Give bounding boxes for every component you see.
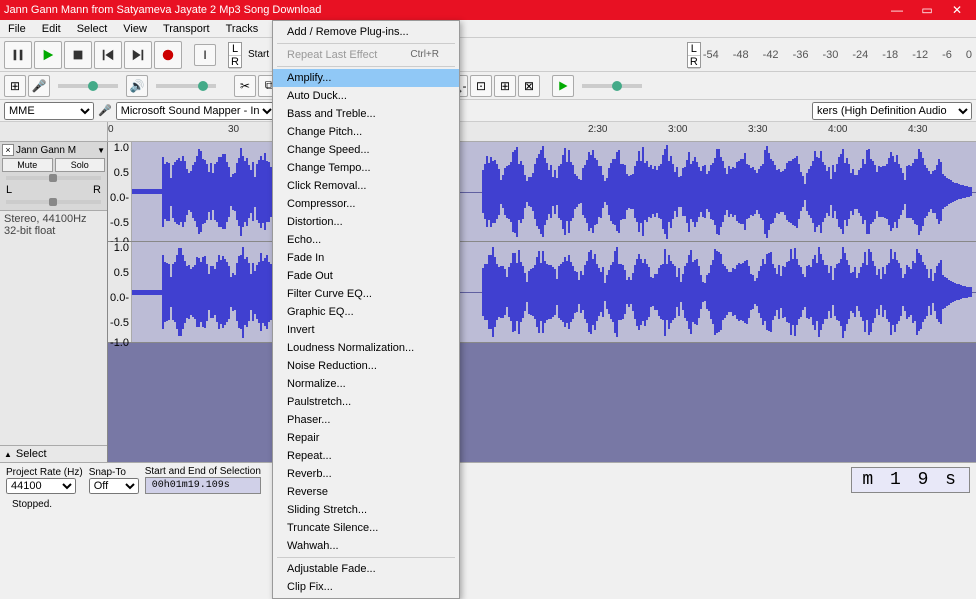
effect-sliding-stretch[interactable]: Sliding Stretch...	[273, 501, 459, 519]
menu-tracks[interactable]: Tracks	[218, 21, 267, 37]
record-button[interactable]	[154, 41, 182, 69]
effect-adjustable-fade[interactable]: Adjustable Fade...	[273, 560, 459, 578]
pan-slider[interactable]	[6, 200, 101, 204]
effect-change-tempo[interactable]: Change Tempo...	[273, 159, 459, 177]
effect-reverb[interactable]: Reverb...	[273, 465, 459, 483]
menu-edit[interactable]: Edit	[34, 21, 69, 37]
track-menu-chevron-icon[interactable]: ▼	[97, 146, 105, 155]
audio-position-display[interactable]: m 1 9 s	[851, 467, 970, 493]
timeline-ruler[interactable]: 0302:303:003:304:004:305:00	[0, 122, 976, 142]
effect-loudness-normalization[interactable]: Loudness Normalization...	[273, 339, 459, 357]
zoom-fit-button[interactable]: ⊞	[494, 75, 516, 97]
selection-label: Start and End of Selection	[145, 466, 261, 477]
toolbar-transport: I LR Start Monitoring -18-12 LR -54-48-4…	[0, 38, 976, 72]
play-speed-slider[interactable]	[582, 84, 642, 88]
skip-end-button[interactable]	[124, 41, 152, 69]
track-close-button[interactable]: ×	[2, 144, 14, 156]
audio-host-select[interactable]: MME	[4, 102, 94, 120]
output-device-select[interactable]: kers (High Definition Audio	[812, 102, 972, 120]
effect-click-removal[interactable]: Click Removal...	[273, 177, 459, 195]
menu-select[interactable]: Select	[69, 21, 116, 37]
play-db-ticks: -54-48-42-36-30-24-18-12-60	[703, 49, 972, 61]
tool-selection[interactable]: I	[194, 44, 216, 66]
gain-slider[interactable]	[6, 176, 101, 180]
cut-button[interactable]: ✂	[234, 75, 256, 97]
zoom-fit-sel-button[interactable]: ⊡	[470, 75, 492, 97]
device-toolbar: MME 🎤 Microsoft Sound Mapper - Input ker…	[0, 100, 976, 122]
effect-graphic-eq[interactable]: Graphic EQ...	[273, 303, 459, 321]
window-title: Jann Gann Mann from Satyameva Jayate 2 M…	[4, 4, 882, 16]
effect-filter-curve-eq[interactable]: Filter Curve EQ...	[273, 285, 459, 303]
effect-bass-and-treble[interactable]: Bass and Treble...	[273, 105, 459, 123]
maximize-button[interactable]: ▭	[912, 3, 942, 17]
zoom-toggle-button[interactable]: ⊠	[518, 75, 540, 97]
snap-to-label: Snap-To	[89, 467, 139, 478]
effect-reverse[interactable]: Reverse	[273, 483, 459, 501]
play-lr-icon: LR	[687, 42, 701, 68]
speaker-icon[interactable]: 🔊	[126, 75, 148, 97]
effect-truncate-silence[interactable]: Truncate Silence...	[273, 519, 459, 537]
mic-icon[interactable]: 🎤	[28, 75, 50, 97]
effect-repeat-last-effect: Repeat Last EffectCtrl+R	[273, 46, 459, 64]
tracks-area: × Jann Gann M ▼ Mute Solo LR Stereo, 441…	[0, 142, 976, 462]
effect-auto-duck[interactable]: Auto Duck...	[273, 87, 459, 105]
waveform-area[interactable]: 1.00.50.0--0.5-1.0 1.00.50.0--0.5-1.0	[108, 142, 976, 462]
record-lr-icon: LR	[228, 42, 242, 68]
effect-repair[interactable]: Repair	[273, 429, 459, 447]
close-button[interactable]: ✕	[942, 3, 972, 17]
effect-normalize[interactable]: Normalize...	[273, 375, 459, 393]
play-button[interactable]	[34, 41, 62, 69]
effect-change-speed[interactable]: Change Speed...	[273, 141, 459, 159]
pause-button[interactable]	[4, 41, 32, 69]
menu-transport[interactable]: Transport	[155, 21, 218, 37]
effect-compressor[interactable]: Compressor...	[273, 195, 459, 213]
effect-invert[interactable]: Invert	[273, 321, 459, 339]
effect-paulstretch[interactable]: Paulstretch...	[273, 393, 459, 411]
track-select-button[interactable]: ▲ Select	[0, 445, 107, 462]
play-at-speed-button[interactable]	[552, 75, 574, 97]
effect-wahwah[interactable]: Wahwah...	[273, 537, 459, 555]
effect-amplify[interactable]: Amplify...	[273, 69, 459, 87]
toolbar-edit: ⊞ 🎤 🔊 ✂ ⧉ 📋 ⊟ ⊘ ↶ ↷ 🔍+ 🔍- ⊡ ⊞ ⊠	[0, 72, 976, 100]
selection-start-time[interactable]: 00h01m19.109s	[145, 477, 261, 494]
record-volume-slider[interactable]	[58, 84, 118, 88]
input-device-select[interactable]: Microsoft Sound Mapper - Input	[116, 102, 276, 120]
effect-change-pitch[interactable]: Change Pitch...	[273, 123, 459, 141]
mic-device-icon: 🎤	[98, 104, 112, 117]
effect-phaser[interactable]: Phaser...	[273, 411, 459, 429]
menu-file[interactable]: File	[0, 21, 34, 37]
selection-toolbar: Project Rate (Hz) 44100 Snap-To Off Star…	[0, 462, 976, 517]
track-format-info: Stereo, 44100Hz 32-bit float	[0, 211, 107, 239]
effect-echo[interactable]: Echo...	[273, 231, 459, 249]
effect-repeat[interactable]: Repeat...	[273, 447, 459, 465]
solo-button[interactable]: Solo	[55, 158, 106, 172]
setup-icon[interactable]: ⊞	[4, 75, 26, 97]
mute-button[interactable]: Mute	[2, 158, 53, 172]
effect-clip-fix[interactable]: Clip Fix...	[273, 578, 459, 596]
menubar: FileEditSelectViewTransportTracksGenerat…	[0, 20, 976, 38]
effect-fade-out[interactable]: Fade Out	[273, 267, 459, 285]
titlebar: Jann Gann Mann from Satyameva Jayate 2 M…	[0, 0, 976, 20]
skip-start-button[interactable]	[94, 41, 122, 69]
effect-fade-in[interactable]: Fade In	[273, 249, 459, 267]
effect-noise-reduction[interactable]: Noise Reduction...	[273, 357, 459, 375]
snap-to-select[interactable]: Off	[89, 478, 139, 494]
effect-menu: Add / Remove Plug-ins... Repeat Last Effe…	[272, 20, 460, 599]
effect-add-remove-plug-ins[interactable]: Add / Remove Plug-ins...	[273, 23, 459, 41]
menu-view[interactable]: View	[115, 21, 155, 37]
status-text: Stopped.	[6, 497, 970, 512]
play-volume-slider[interactable]	[156, 84, 216, 88]
track-control-panel: × Jann Gann M ▼ Mute Solo LR Stereo, 441…	[0, 142, 108, 462]
minimize-button[interactable]: —	[882, 3, 912, 17]
project-rate-label: Project Rate (Hz)	[6, 467, 83, 478]
effect-distortion[interactable]: Distortion...	[273, 213, 459, 231]
stop-button[interactable]	[64, 41, 92, 69]
project-rate-select[interactable]: 44100	[6, 478, 76, 494]
track-name[interactable]: Jann Gann M	[16, 145, 95, 156]
